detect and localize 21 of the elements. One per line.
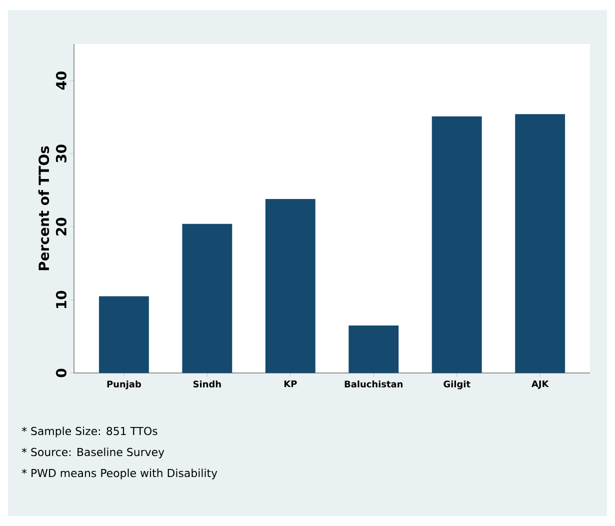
x-tick-label: Baluchistan xyxy=(344,380,403,388)
bar xyxy=(348,325,399,373)
text: * Sample Size: 851 TTOs xyxy=(22,426,158,438)
x-tick-label: Punjab xyxy=(107,380,141,390)
y-tick-label: 10 xyxy=(56,290,66,308)
x-tick-label: Sindh xyxy=(193,380,221,388)
x-tick-label: AJK xyxy=(532,380,549,389)
bar xyxy=(515,114,566,373)
bar xyxy=(265,198,316,373)
bar xyxy=(98,296,149,373)
y-tick-label: 40 xyxy=(56,71,66,90)
y-axis-title: Percent of TTOs xyxy=(38,146,50,270)
bar xyxy=(432,116,482,373)
y-tick-label: 20 xyxy=(56,218,66,236)
text: * Source: Baseline Survey xyxy=(22,448,164,458)
y-tick-label: 30 xyxy=(56,144,66,162)
x-tick-label: Gilgit xyxy=(444,380,470,390)
y-tick-label: 0 xyxy=(56,368,66,378)
bar xyxy=(182,224,232,373)
text: * PWD means People with Disability xyxy=(22,468,218,480)
x-tick-label: KP xyxy=(284,380,297,388)
